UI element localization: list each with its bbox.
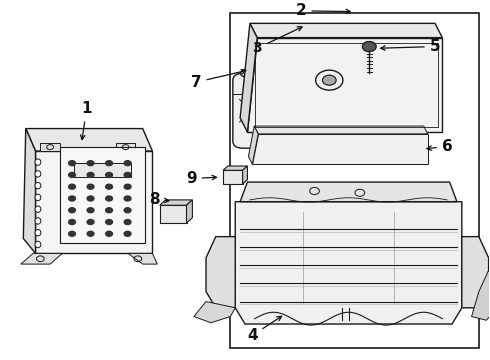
Circle shape: [124, 220, 131, 225]
Ellipse shape: [241, 69, 259, 78]
Bar: [230, 13, 479, 348]
Polygon shape: [160, 200, 193, 205]
Circle shape: [124, 172, 131, 177]
FancyBboxPatch shape: [233, 73, 267, 148]
Polygon shape: [194, 302, 235, 323]
Circle shape: [106, 220, 113, 225]
Ellipse shape: [35, 218, 41, 224]
Circle shape: [69, 161, 75, 166]
Polygon shape: [26, 129, 152, 151]
Polygon shape: [240, 182, 457, 202]
Bar: [74, 163, 130, 177]
Circle shape: [124, 196, 131, 201]
Circle shape: [87, 172, 94, 177]
Text: 3: 3: [252, 27, 302, 55]
Circle shape: [124, 231, 131, 236]
Circle shape: [106, 172, 113, 177]
Circle shape: [124, 184, 131, 189]
Polygon shape: [250, 23, 442, 38]
Circle shape: [106, 161, 113, 166]
Circle shape: [87, 231, 94, 236]
Circle shape: [87, 220, 94, 225]
Polygon shape: [240, 23, 257, 132]
Polygon shape: [248, 126, 258, 164]
Polygon shape: [254, 126, 428, 134]
Polygon shape: [40, 143, 60, 151]
Circle shape: [124, 208, 131, 213]
Text: 7: 7: [191, 69, 246, 90]
Bar: [60, 147, 145, 243]
Circle shape: [106, 208, 113, 213]
Ellipse shape: [35, 171, 41, 177]
Polygon shape: [206, 237, 235, 308]
Circle shape: [69, 184, 75, 189]
Circle shape: [87, 161, 94, 166]
Circle shape: [106, 184, 113, 189]
Polygon shape: [247, 38, 442, 132]
Circle shape: [69, 208, 75, 213]
Circle shape: [69, 231, 75, 236]
Text: 9: 9: [186, 171, 217, 186]
Circle shape: [87, 208, 94, 213]
Circle shape: [106, 231, 113, 236]
Circle shape: [69, 172, 75, 177]
Circle shape: [87, 196, 94, 201]
Ellipse shape: [35, 230, 41, 236]
Ellipse shape: [35, 241, 41, 248]
Polygon shape: [471, 270, 490, 320]
Circle shape: [322, 75, 336, 85]
Circle shape: [124, 161, 131, 166]
Polygon shape: [128, 253, 157, 264]
Polygon shape: [223, 170, 243, 184]
Polygon shape: [223, 166, 247, 170]
Text: 5: 5: [381, 39, 441, 54]
Text: 1: 1: [80, 102, 92, 140]
Polygon shape: [21, 253, 62, 264]
Polygon shape: [35, 151, 152, 253]
Polygon shape: [243, 166, 247, 184]
Polygon shape: [235, 202, 462, 324]
Circle shape: [87, 184, 94, 189]
Polygon shape: [462, 237, 489, 308]
Circle shape: [69, 196, 75, 201]
Text: 6: 6: [427, 139, 453, 154]
Polygon shape: [187, 200, 193, 223]
Circle shape: [69, 220, 75, 225]
Text: 4: 4: [247, 316, 282, 343]
Ellipse shape: [35, 194, 41, 201]
Ellipse shape: [35, 183, 41, 189]
Polygon shape: [252, 134, 428, 164]
Circle shape: [106, 196, 113, 201]
Polygon shape: [160, 205, 187, 223]
Ellipse shape: [35, 206, 41, 212]
Polygon shape: [116, 143, 135, 151]
Polygon shape: [24, 129, 35, 253]
Text: 2: 2: [295, 3, 350, 18]
Text: 8: 8: [149, 192, 169, 207]
Ellipse shape: [35, 159, 41, 165]
Circle shape: [363, 41, 376, 51]
